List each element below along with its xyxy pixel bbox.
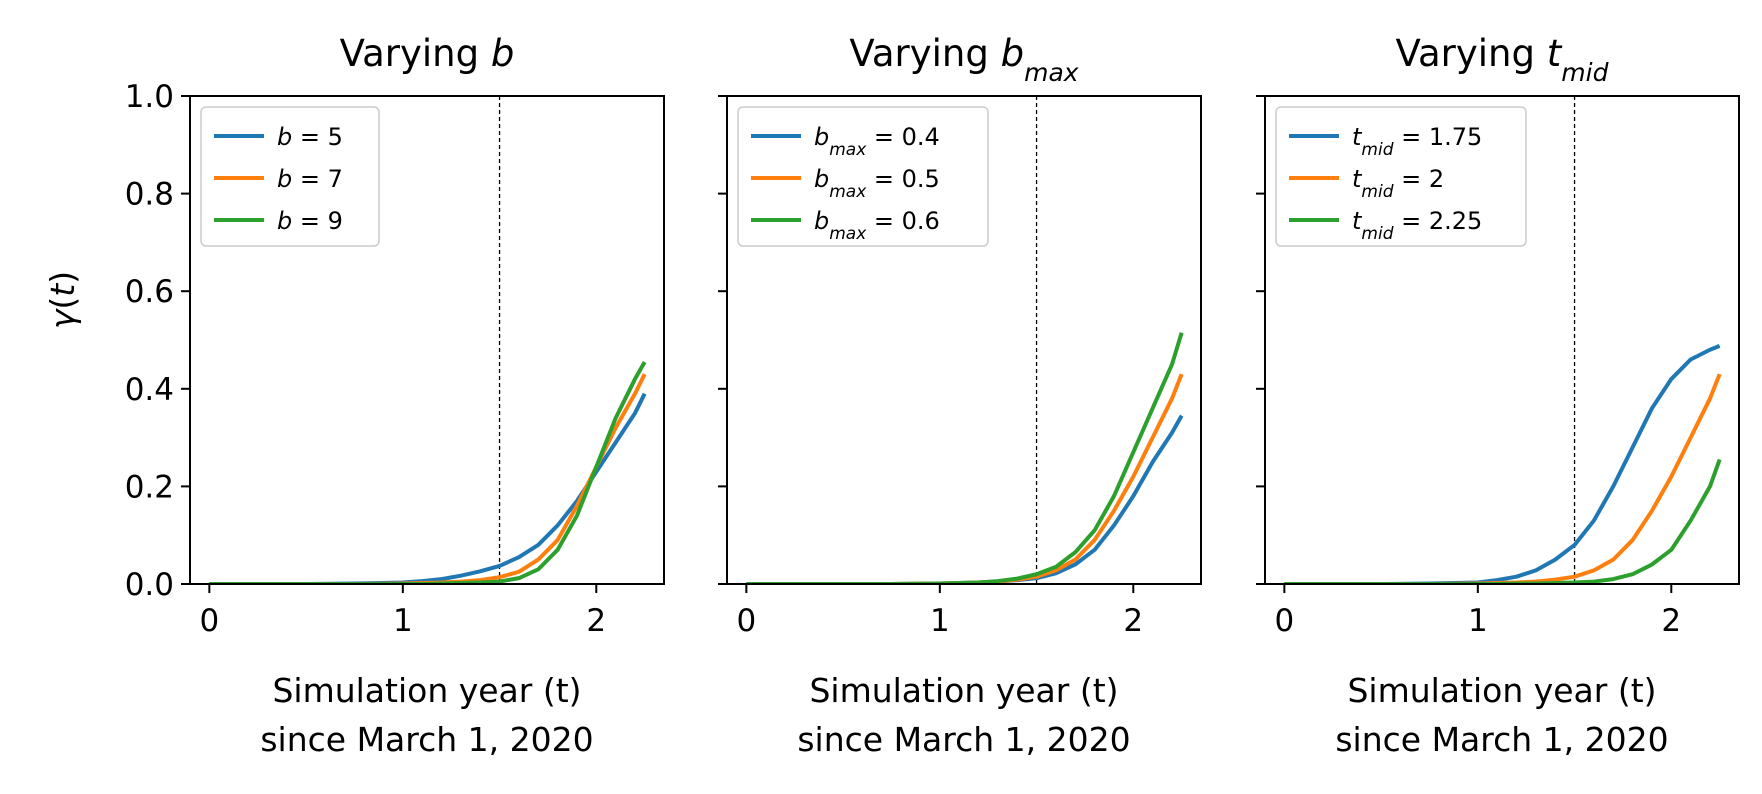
series-line-3 [746,332,1184,584]
legend-label-2: tmid = 2 [1352,165,1444,202]
chart-title: Varying b [340,32,515,75]
legend-label-3: tmid = 2.25 [1352,207,1482,244]
series-line-2 [1284,373,1722,584]
series-line-3 [1284,458,1722,584]
x-tick-label: 0 [1274,603,1294,639]
y-tick-label: 0.0 [125,567,174,603]
axes-frame [726,95,1202,585]
y-tick-label: 0.4 [125,372,174,408]
axes-frame [189,95,665,585]
x-axis-label-line1: Simulation year (t) [809,671,1118,710]
legend-label-3: b = 9 [277,207,343,235]
chart-title: Varying bmax [849,32,1078,87]
x-axis-labels: Simulation year (t) since March 1, 2020 … [260,671,1668,759]
x-tick-label: 2 [1661,603,1681,639]
x-tick-label: 2 [1123,603,1143,639]
y-tick-label: 0.6 [125,274,174,310]
legend: bmax = 0.4 bmax = 0.5 bmax = 0.6 [737,106,989,247]
x-axis-label-line1: Simulation year (t) [272,671,581,710]
x-axis-label-line1: Simulation year (t) [1347,671,1656,710]
x-tick-label: 1 [1468,603,1488,639]
series-line-2 [746,373,1184,584]
legend-label-2: b = 7 [277,165,343,193]
legend: b = 5 b = 7 b = 9 [200,106,380,247]
x-tick-label: 2 [586,603,606,639]
series-line-2 [209,373,647,584]
axes-frame [1264,95,1740,585]
chart-title: Varying tmid [1396,32,1609,87]
legend-label-1: bmax = 0.4 [814,123,940,160]
x-tick-label: 0 [736,603,756,639]
y-tick-label: 0.8 [125,177,174,213]
series-line-1 [1284,344,1721,584]
series-line-3 [209,360,647,584]
series-line-1 [209,392,647,584]
legend-label-1: tmid = 1.75 [1352,123,1482,160]
x-tick-label: 1 [930,603,950,639]
x-axis-label-line2: since March 1, 2020 [260,720,593,759]
y-axis-label: γ(t) [43,271,82,329]
x-tick-label: 0 [199,603,219,639]
y-tick-label: 1.0 [125,79,174,115]
x-tick-label: 1 [393,603,413,639]
legend-label-2: bmax = 0.5 [814,165,940,202]
legend: tmid = 1.75 tmid = 2 tmid = 2.25 [1275,106,1527,247]
chart-panel-1: 0 1 2 0.0 0.2 0.4 0.6 0.8 1.0 Varying b b = 5 b = 7… [125,32,665,639]
series-line-1 [746,414,1184,584]
y-tick-label: 0.2 [125,469,174,505]
x-axis-label-line2: since March 1, 2020 [797,720,1130,759]
x-axis-label-line2: since March 1, 2020 [1335,720,1668,759]
legend-label-3: bmax = 0.6 [814,207,940,244]
panels: 0 1 2 0.0 0.2 0.4 0.6 0.8 1.0 Varying b b = 5 b = 7… [125,32,1740,639]
legend-label-1: b = 5 [277,123,343,151]
